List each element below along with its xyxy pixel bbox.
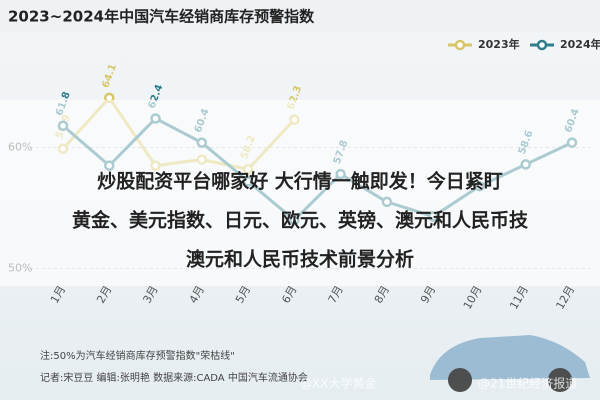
note: 注:50%为汽车经销商库存预警指数"荣枯线" — [40, 349, 235, 362]
banner-background — [0, 100, 600, 286]
title-bar — [0, 0, 600, 32]
note: 记者:宋豆豆 编辑:张明艳 数据来源:CADA 中国汽车流通协会 — [40, 371, 308, 384]
legend-label: 2023年 — [478, 37, 520, 51]
banner-line: 黄金、美元指数、日元、欧元、英镑、澳元和人民币技 — [72, 209, 529, 232]
watermark: @21世纪经济报道 — [478, 376, 577, 391]
banner-line: 澳元和人民币技术前景分析 — [186, 248, 414, 271]
banner-line: 炒股配资平台哪家好 大行情一触即发！今日紧盯 — [97, 170, 503, 193]
legend-marker — [454, 39, 466, 51]
legend-label: 2024年 — [560, 37, 600, 51]
car — [430, 335, 590, 392]
chart-title: 2023~2024年中国汽车经销商库存预警指数 — [8, 8, 315, 26]
legend-marker — [536, 39, 548, 51]
watermark: @XX大学黄金 — [300, 376, 376, 391]
